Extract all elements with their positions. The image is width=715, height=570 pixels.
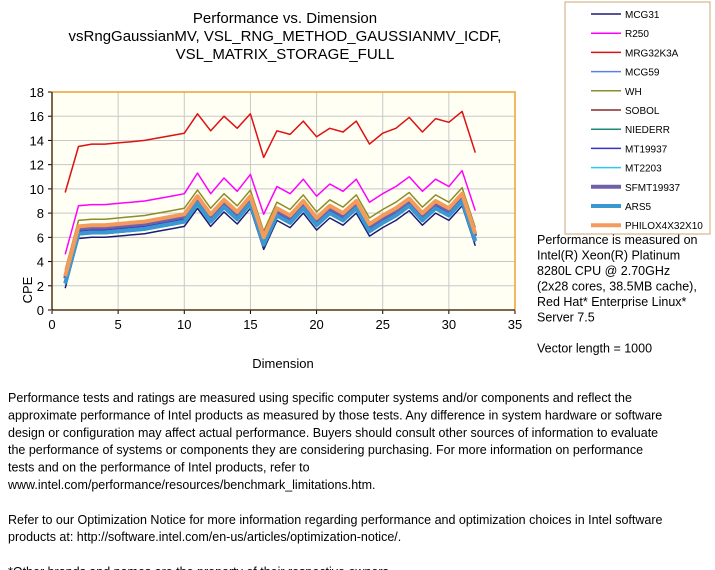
x-tick-label: 0 [48, 317, 55, 332]
y-tick-label: 12 [30, 158, 44, 173]
legend-label: R250 [625, 29, 649, 40]
series-line [64, 186, 477, 271]
x-tick-label: 10 [177, 317, 191, 332]
disclaimer-text: design or configuration may affect actua… [8, 426, 658, 440]
disclaimer-text: Performance tests and ratings are measur… [8, 391, 632, 405]
side-note: (2x28 cores, 38.5MB cache), [537, 280, 697, 294]
y-tick-label: 14 [30, 133, 44, 148]
series-line [64, 169, 477, 255]
legend-label: MT2203 [625, 164, 662, 175]
series-line [63, 199, 478, 284]
legend-label: ARS5 [625, 202, 652, 213]
disclaimer-text: the performance of systems or components… [8, 443, 643, 457]
y-tick-label: 0 [37, 303, 44, 318]
legend-label: WH [625, 87, 642, 98]
x-tick-label: 5 [115, 317, 122, 332]
x-tick-label: 35 [508, 317, 522, 332]
disclaimer-text: *Other brands and names are the property… [8, 565, 389, 570]
disclaimer-text: products at: http://software.intel.com/e… [8, 530, 401, 544]
legend-label: MRG32K3A [625, 48, 679, 59]
legend-label: MCG31 [625, 10, 660, 21]
chart-title: Performance vs. Dimension [193, 10, 377, 27]
x-tick-label: 20 [309, 317, 323, 332]
x-tick-label: 25 [375, 317, 389, 332]
y-tick-label: 16 [30, 109, 44, 124]
side-note: Intel(R) Xeon(R) Platinum [537, 249, 680, 263]
series-line [63, 191, 478, 277]
disclaimer-text: Refer to our Optimization Notice for mor… [8, 513, 663, 527]
disclaimer-text: www.intel.com/performance/resources/benc… [7, 478, 376, 492]
y-tick-label: 4 [37, 255, 44, 270]
side-note: Performance is measured on [537, 233, 698, 247]
y-tick-label: 18 [30, 85, 44, 100]
side-note: Server 7.5 [537, 311, 595, 325]
y-tick-label: 8 [37, 206, 44, 221]
chart-title: vsRngGaussianMV, VSL_RNG_METHOD_GAUSSIAN… [69, 28, 502, 45]
y-tick-label: 10 [30, 182, 44, 197]
legend-label: MCG59 [625, 68, 660, 79]
legend-label: PHILOX4X32X10 [625, 221, 703, 232]
side-note: Vector length = 1000 [537, 342, 652, 356]
legend-label: SOBOL [625, 106, 660, 117]
side-note: Red Hat* Enterprise Linux* [537, 295, 687, 309]
y-tick-label: 6 [37, 230, 44, 245]
series-line [64, 205, 477, 289]
disclaimer-text: approximate performance of Intel product… [8, 408, 662, 422]
series-line [64, 110, 477, 193]
y-tick-label: 2 [37, 279, 44, 294]
disclaimer-text: tests and on the performance of Intel pr… [8, 461, 310, 475]
side-note: 8280L CPU @ 2.70GHz [537, 264, 670, 278]
legend-label: MT19937 [625, 144, 668, 155]
legend-label: SFMT19937 [625, 183, 680, 194]
x-tick-label: 30 [442, 317, 456, 332]
chart-title: VSL_MATRIX_STORAGE_FULL [176, 46, 395, 63]
legend-box [564, 1, 711, 235]
x-axis-label: Dimension [252, 356, 313, 371]
legend-label: NIEDERR [625, 125, 670, 136]
x-tick-label: 15 [243, 317, 257, 332]
y-axis-label: CPE [20, 276, 35, 303]
